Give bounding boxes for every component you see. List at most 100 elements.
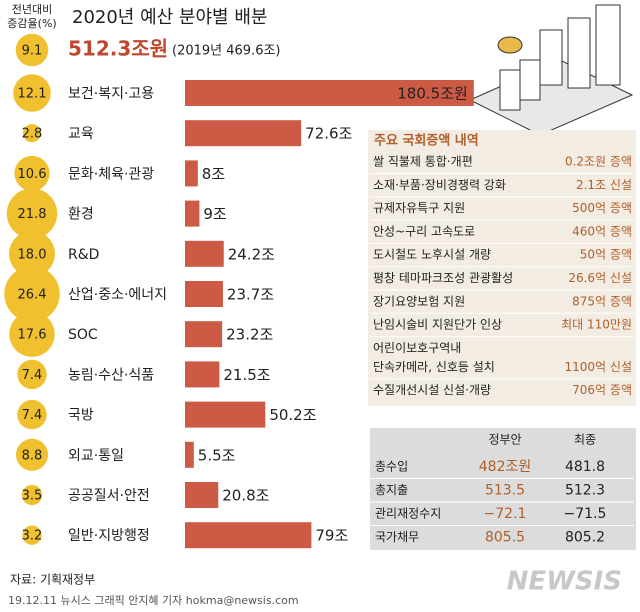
item-amount: 최대 110만원	[561, 318, 632, 332]
bar-value-label: 79조	[315, 527, 348, 545]
growth-label: 10.6	[18, 167, 47, 182]
bar	[185, 321, 223, 348]
category-label: 보건·복지·고용	[68, 86, 154, 102]
summary-label: 총지출	[375, 483, 408, 497]
summary-label: 국가채무	[375, 530, 419, 544]
category-label: 농림·수산·식품	[68, 367, 154, 383]
item-label: 쌀 직불제 통합·개편	[373, 155, 473, 169]
growth-circle	[22, 525, 42, 545]
total-label: 512.3조원	[68, 37, 168, 61]
growth-label: 3.2	[22, 529, 43, 544]
item-amount: 1100억 신설	[565, 360, 632, 374]
growth-label: 17.6	[18, 328, 47, 343]
bar	[185, 240, 224, 267]
item-label: 소재·부품·장비경쟁력 강화	[373, 178, 506, 192]
growth-label: 7.4	[22, 368, 43, 383]
item-label: 장기요양보험 지원	[373, 294, 465, 308]
increase-table-bg	[368, 130, 636, 406]
item-label: 수질개선시설 신설·개량	[373, 383, 491, 397]
item-label: 단속카메라, 신호등 설치	[373, 360, 495, 374]
growth-label: 21.8	[18, 207, 47, 222]
growth-circle	[13, 74, 51, 112]
growth-label: 26.4	[18, 288, 47, 303]
bar-value-label: 50.2조	[269, 406, 316, 424]
bar-value-label: 180.5조원	[397, 85, 468, 103]
category-label: R&D	[68, 247, 99, 263]
summary-value: 513.5	[485, 483, 525, 499]
source: 자료: 기획재정부	[10, 573, 95, 587]
bar	[185, 120, 302, 147]
bar-value-label: 5.5조	[198, 446, 236, 464]
growth-circle	[9, 230, 55, 277]
item-amount: 706억 증액	[572, 383, 632, 397]
item-amount: 0.2조원 증액	[565, 155, 632, 169]
growth-circle	[22, 124, 42, 143]
bar	[185, 441, 194, 468]
chart-title: 2020년 예산 분야별 배분	[72, 7, 267, 28]
growth-circle	[17, 359, 47, 390]
total-note: (2019년 469.6조)	[172, 44, 281, 59]
item-label: 도시철도 노후시설 개량	[373, 248, 491, 262]
bar-value-label: 21.5조	[223, 366, 270, 384]
growth-header: 전년대비	[12, 3, 52, 16]
logo: NEWSIS	[507, 567, 622, 597]
category-label: 교육	[68, 126, 94, 142]
growth-circle	[4, 266, 60, 322]
summary-value: 805.5	[485, 530, 525, 546]
summary-value: 805.2	[565, 530, 605, 546]
growth-circle	[9, 311, 55, 357]
item-amount: 875억 증액	[572, 294, 632, 308]
summary-label: 관리재정수지	[375, 507, 441, 521]
summary-header: 최종	[574, 433, 596, 447]
growth-circle	[15, 438, 49, 471]
growth-header: 증감율(%)	[7, 17, 56, 30]
bar	[185, 80, 474, 106]
bar	[185, 482, 219, 508]
growth-label: 8.8	[22, 448, 43, 463]
category-label: 환경	[68, 207, 94, 223]
bar-value-label: 9조	[203, 205, 227, 223]
summary-value: 481.8	[565, 459, 605, 475]
item-label: 어린이보호구역내	[373, 341, 461, 355]
growth-circle	[6, 188, 58, 239]
bar	[185, 361, 220, 388]
bar	[185, 200, 200, 227]
summary-label: 총수입	[375, 460, 408, 474]
table-title: 주요 국회증액 내역	[374, 133, 479, 149]
bar-value-label: 72.6조	[305, 125, 352, 143]
item-amount: 460억 증액	[572, 224, 632, 238]
item-amount: 2.1조 신설	[576, 178, 632, 192]
bar-value-label: 23.7조	[227, 286, 274, 304]
growth-label: 2.8	[22, 127, 43, 142]
item-label: 난임시술비 지원단가 인상	[373, 318, 502, 332]
bar-value-label: 8조	[202, 165, 226, 183]
category-label: SOC	[68, 327, 98, 343]
bar-value-label: 23.2조	[226, 326, 273, 344]
item-label: 평창 테마파크조성 관광활성	[373, 271, 513, 285]
category-label: 국방	[68, 408, 94, 424]
summary-value: −72.1	[484, 506, 527, 522]
bar-value-label: 20.8조	[222, 487, 269, 505]
growth-label: 12.1	[18, 87, 47, 102]
growth-label: 9.1	[22, 44, 43, 59]
summary-value: 482조원	[479, 459, 531, 475]
category-label: 외교·통일	[68, 448, 124, 464]
summary-value: −71.5	[564, 506, 607, 522]
category-label: 일반·지방행정	[68, 528, 150, 544]
summary-table-bg	[370, 428, 636, 550]
summary-header: 정부안	[488, 433, 521, 447]
bar	[185, 281, 223, 307]
summary-value: 512.3	[565, 483, 605, 499]
growth-label: 3.5	[22, 489, 43, 504]
category-label: 공공질서·안전	[68, 488, 150, 504]
item-amount: 500억 증액	[572, 201, 632, 215]
item-label: 규제자유특구 지원	[373, 201, 465, 215]
growth-circle	[21, 484, 43, 506]
growth-circle	[17, 399, 47, 430]
category-label: 문화·체육·관광	[68, 166, 154, 182]
bar	[185, 160, 198, 187]
growth-circle	[15, 33, 49, 67]
item-amount: 50억 증액	[580, 248, 632, 262]
category-label: 산업·중소·에너지	[68, 287, 167, 303]
